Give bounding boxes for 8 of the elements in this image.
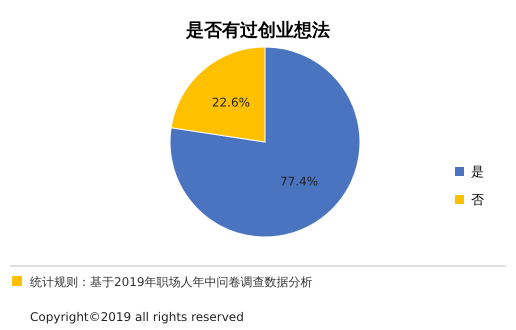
pie-slice (170, 46, 360, 238)
legend-label: 是 (471, 165, 484, 180)
legend-label: 否 (471, 193, 484, 208)
chart-title: 是否有过创业想法 (185, 20, 330, 41)
text: 统计规则：基于2019年职场人年中问卷调查数据分析 (30, 275, 313, 289)
text: Copyright©2019 all rights reserved (30, 310, 244, 324)
data-label: 77.4% (280, 174, 318, 189)
data-label: 22.6% (212, 95, 250, 110)
